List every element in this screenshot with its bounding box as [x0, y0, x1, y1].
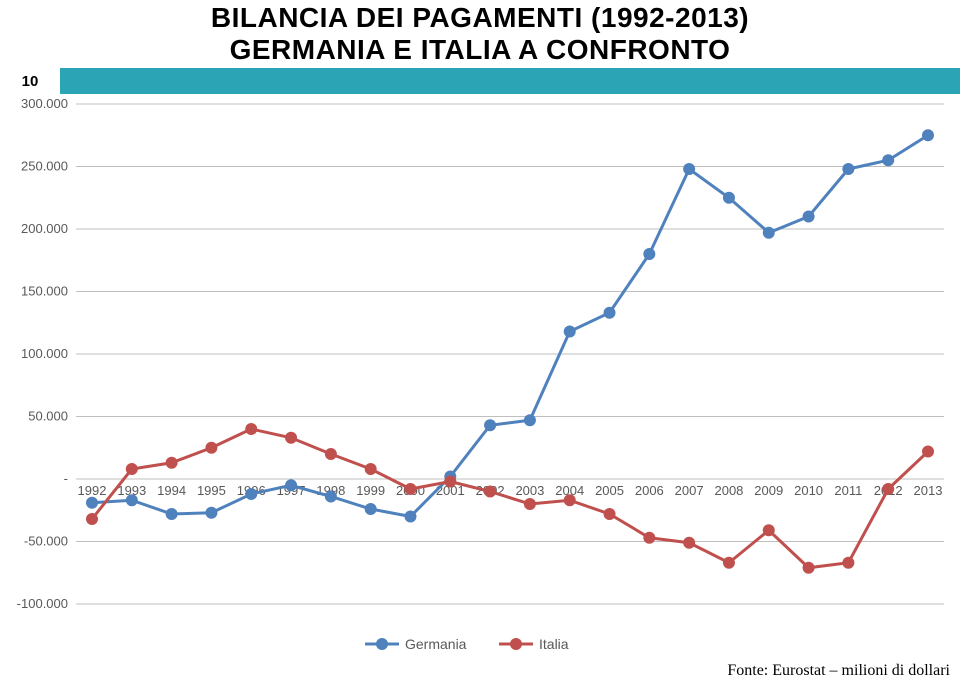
svg-text:-50.000: -50.000 [24, 534, 68, 549]
svg-text:50.000: 50.000 [28, 409, 68, 424]
svg-text:1994: 1994 [157, 483, 186, 498]
svg-text:250.000: 250.000 [21, 159, 68, 174]
svg-text:-100.000: -100.000 [17, 596, 68, 611]
svg-text:300.000: 300.000 [21, 98, 68, 111]
svg-text:2010: 2010 [794, 483, 823, 498]
svg-text:2008: 2008 [714, 483, 743, 498]
svg-text:Germania: Germania [405, 636, 467, 652]
title-block: BILANCIA DEI PAGAMENTI (1992-2013) GERMA… [0, 0, 960, 66]
svg-text:2011: 2011 [834, 483, 862, 498]
svg-text:1995: 1995 [197, 483, 226, 498]
line-chart: -100.000 -50.000 - 50.000 100.000 150.000 20… [6, 98, 954, 658]
svg-text:2005: 2005 [595, 483, 624, 498]
svg-text:2013: 2013 [914, 483, 943, 498]
source-text: Fonte: Eurostat – milioni di dollari [727, 662, 950, 680]
svg-text:1992: 1992 [78, 483, 107, 498]
svg-text:2009: 2009 [754, 483, 783, 498]
svg-text:Italia: Italia [539, 636, 569, 652]
title-line-1: BILANCIA DEI PAGAMENTI (1992-2013) [0, 2, 960, 34]
page-number: 10 [0, 68, 60, 94]
svg-text:200.000: 200.000 [21, 221, 68, 236]
svg-text:150.000: 150.000 [21, 284, 68, 299]
svg-text:1999: 1999 [356, 483, 385, 498]
svg-text:2007: 2007 [675, 483, 704, 498]
svg-text:2003: 2003 [515, 483, 544, 498]
svg-text:-: - [64, 471, 68, 486]
chart-container: -100.000 -50.000 - 50.000 100.000 150.000 20… [6, 98, 954, 658]
svg-text:2006: 2006 [635, 483, 664, 498]
header-bar: 10 [0, 68, 960, 94]
svg-text:100.000: 100.000 [21, 346, 68, 361]
title-line-2: GERMANIA E ITALIA A CONFRONTO [0, 34, 960, 66]
teal-stripe [60, 68, 960, 94]
